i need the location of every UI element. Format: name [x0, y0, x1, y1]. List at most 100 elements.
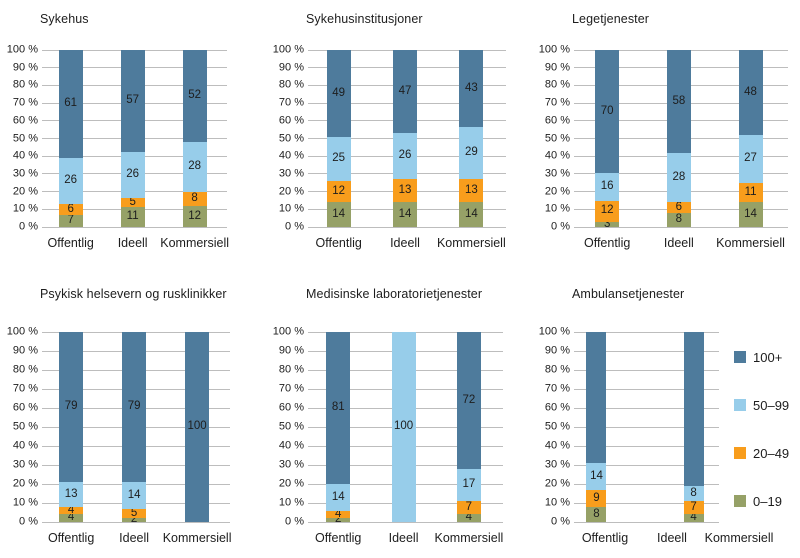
y-axis-tick-label: 80 % — [12, 78, 38, 91]
chart-panel-ambulansetjenester: Ambulansetjenester 0 % 10 % 20 % 30 % 40 % 50… — [532, 280, 800, 558]
chart-title: Sykehus — [40, 12, 89, 26]
legend-label: 20–49 — [753, 445, 790, 461]
plot-area: 0 % 10 % 20 % 30 % 40 % 50 % 60 % 70 % 80 % 90 % 1… — [273, 44, 506, 232]
bar-value-label: 13 — [398, 183, 412, 196]
y-axis-tick-label: 70 % — [278, 382, 304, 395]
bar-value-label: 47 — [398, 84, 412, 97]
gridline — [574, 521, 719, 523]
gridline — [308, 521, 503, 523]
bar-value-label: 11 — [744, 185, 757, 198]
y-axis-tick-label: 0 % — [285, 220, 304, 233]
bar-segment-20–49: 5 — [120, 197, 145, 208]
y-axis-tick-label: 70 % — [12, 96, 38, 109]
bar-segment-50–99: 28 — [666, 152, 691, 203]
stacked-bar-offentlig: 3 12 16 70 — [595, 50, 620, 229]
y-axis-tick-label: 20 % — [278, 477, 304, 490]
y-axis-tick-label: 10 % — [278, 496, 304, 509]
bar-segment-20–49: 5 — [122, 507, 147, 518]
chart-title: Sykehusinstitusjoner — [306, 12, 423, 26]
bar-value-label: 4 — [335, 507, 342, 520]
y-axis-tick-label: 60 % — [278, 114, 304, 127]
bar-segment-50–99: 14 — [122, 482, 147, 509]
gridline — [42, 49, 227, 51]
y-axis-tick-label: 70 % — [278, 96, 304, 109]
y-axis-tick-label: 60 % — [12, 114, 38, 127]
chart-title: Medisinske laboratorietjenester — [306, 287, 483, 301]
bar-segment-20–49: 4 — [326, 507, 351, 520]
x-axis-category-label: Ideell — [117, 236, 148, 250]
bar-segment-100+: 72 — [456, 332, 481, 469]
legend-entry: 100+ — [734, 350, 789, 365]
bar-value-label: 11 — [126, 210, 139, 223]
bar-segment-20–49: 6 — [58, 203, 83, 215]
gridline — [574, 226, 788, 228]
bar-segment-20–49: 7 — [456, 501, 481, 515]
bar-value-label: 14 — [332, 207, 346, 220]
bar-segment-20–49: 7 — [683, 501, 704, 515]
plot-area: 0 % 10 % 20 % 30 % 40 % 50 % 60 % 70 % 80 % 90 % 1… — [539, 326, 719, 527]
bar-value-label: 57 — [126, 94, 140, 107]
bar-segment-20–49: 8 — [182, 191, 207, 206]
bar-segment-100+: 79 — [59, 332, 84, 483]
stacked-bar-ideell: 2 5 14 79 — [122, 332, 147, 525]
bar-segment-0–19: 2 — [122, 514, 147, 525]
bar-segment-50–99: 26 — [58, 158, 83, 205]
y-axis-tick-label: 10 % — [12, 202, 38, 215]
gridline — [574, 426, 719, 428]
legend-label: 50–99 — [753, 397, 790, 413]
bar-segment-0–19: 7 — [58, 215, 83, 227]
bar-segment-0–19: 4 — [59, 512, 84, 523]
gridline — [574, 350, 719, 352]
x-axis-category-label: Kommersiell — [704, 531, 774, 545]
x-axis-labels: Offentlig Ideell Kommersiell — [42, 531, 232, 547]
y-axis-tick-label: 50 % — [544, 420, 570, 433]
bar-segment-100+: 81 — [326, 332, 351, 485]
bar-segment-0–19: 8 — [666, 212, 691, 227]
y-axis-tick-label: 20 % — [544, 185, 570, 198]
x-axis-category-label: Kommersiell — [436, 236, 506, 250]
plot-area: 0 % 10 % 20 % 30 % 40 % 50 % 60 % 70 % 80 % 90 % 1… — [7, 44, 227, 232]
bar-value-label: 26 — [64, 174, 78, 187]
legend-swatch-100plus-icon — [734, 351, 746, 363]
bar-segment-20–49: 4 — [59, 504, 84, 515]
bar-segment-100+: 100 — [185, 332, 210, 522]
legend: 100+ 50–99 20–49 0–19 — [734, 350, 789, 542]
bar-segment-50–99: 17 — [456, 468, 481, 502]
bar-value-label: 14 — [590, 469, 603, 482]
bar-value-label: 2 — [335, 513, 342, 526]
y-axis-tick-label: 90 % — [278, 344, 304, 357]
gridline — [574, 369, 719, 371]
gridline — [574, 331, 719, 333]
bar-segment-100+: 43 — [459, 50, 484, 127]
x-axis-category-label: Kommersiell — [160, 236, 230, 250]
bar-segment-0–19: 14 — [459, 201, 484, 227]
bar-segment-100+: 48 — [738, 50, 763, 135]
x-axis-category-label: Offentlig — [583, 236, 631, 250]
x-axis-category-label: Kommersiell — [434, 531, 504, 545]
y-axis-tick-label: 50 % — [544, 132, 570, 144]
bar-value-label: 7 — [465, 501, 473, 513]
chart-title: Ambulansetjenester — [572, 287, 685, 301]
y-axis-tick-label: 20 % — [278, 185, 304, 198]
y-axis-tick-label: 70 % — [544, 382, 570, 395]
y-axis-tick-label: 0 % — [19, 515, 38, 528]
bar-value-label: 8 — [191, 191, 198, 204]
y-axis-tick-label: 0 % — [285, 515, 304, 528]
x-axis-category-label: Ideell — [390, 236, 420, 250]
bar-value-label: 9 — [593, 491, 600, 504]
y-axis-tick-label: 90 % — [12, 344, 38, 357]
chart-title: Legetjenester — [572, 12, 650, 26]
y-axis-tick-label: 20 % — [544, 477, 570, 490]
bar-value-label: 17 — [462, 478, 476, 491]
bar-value-label: 14 — [744, 207, 757, 220]
y-axis-tick-label: 60 % — [544, 114, 570, 127]
stacked-bar-kommersiell: 14 11 27 48 — [738, 50, 763, 227]
y-axis-tick-label: 10 % — [12, 496, 38, 509]
bar-segment-50–99: 29 — [459, 126, 484, 179]
y-axis-tick-label: 90 % — [544, 344, 570, 357]
y-axis-tick-label: 20 % — [12, 477, 38, 490]
legend-label: 0–19 — [753, 493, 782, 509]
bar-value-label: 2 — [130, 513, 138, 526]
y-axis-tick-label: 60 % — [12, 401, 38, 414]
bar-value-label: 14 — [331, 490, 345, 503]
